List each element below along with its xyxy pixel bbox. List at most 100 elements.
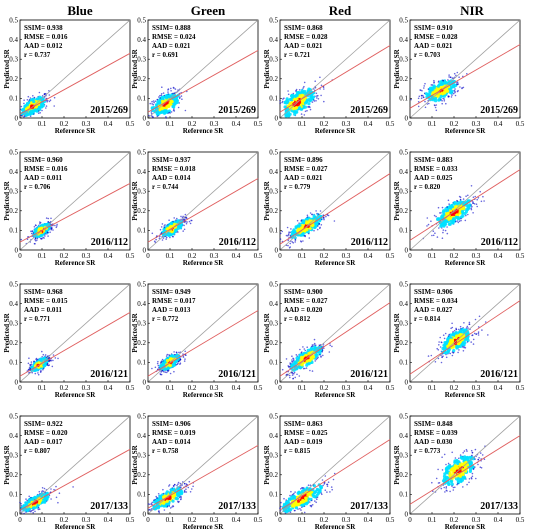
data-point <box>158 237 161 240</box>
data-point <box>173 92 175 95</box>
data-point <box>287 244 289 247</box>
y-tick-label: 0.4 <box>269 432 278 440</box>
x-tick-label: 0 <box>146 516 150 524</box>
data-point <box>169 99 174 104</box>
x-tick-label: 0.5 <box>386 252 395 260</box>
data-point <box>36 358 39 361</box>
stat-line: SSIM= 0.896 <box>284 156 323 164</box>
data-point <box>157 493 160 495</box>
x-tick-label: 0.3 <box>82 252 91 260</box>
y-tick-label: 0.1 <box>9 227 18 235</box>
data-point <box>440 212 442 214</box>
data-point <box>302 240 304 242</box>
stat-line: SSIM= 0.960 <box>24 156 63 164</box>
data-point <box>313 342 316 345</box>
x-tick-label: 0.1 <box>428 252 437 260</box>
x-axis-label: Reference SR <box>445 391 486 399</box>
stat-line: AAD = 0.021 <box>284 174 323 182</box>
data-point <box>167 93 169 95</box>
data-point <box>417 101 420 103</box>
y-tick-label: 0 <box>275 510 279 518</box>
data-point <box>41 487 44 489</box>
data-point <box>151 100 153 103</box>
data-point <box>49 231 51 233</box>
data-point <box>160 371 162 373</box>
data-point <box>467 213 469 216</box>
data-point <box>453 89 456 92</box>
data-point <box>328 351 331 353</box>
data-point <box>448 471 452 475</box>
y-tick-label: 0.5 <box>137 280 146 288</box>
data-point <box>52 229 54 231</box>
data-point <box>456 220 459 222</box>
data-point <box>174 496 178 500</box>
data-point <box>477 331 480 333</box>
data-point <box>304 497 308 501</box>
data-point <box>166 353 169 356</box>
data-point <box>441 469 444 471</box>
data-point <box>168 111 171 114</box>
data-point <box>320 355 322 358</box>
data-point <box>311 504 314 506</box>
data-point <box>454 204 458 208</box>
data-point <box>187 486 190 489</box>
stat-line: RMSE = 0.019 <box>152 429 196 437</box>
data-point <box>320 224 323 226</box>
data-point <box>304 110 307 113</box>
panel-green-2017-133: 0 0.1 0.2 0.3 0.4 0.500.10.20.30.40.5Referenc… <box>131 412 263 531</box>
data-point <box>28 368 31 370</box>
data-point <box>291 355 293 358</box>
data-point <box>448 342 452 346</box>
y-tick-label: 0.5 <box>9 412 18 420</box>
column-title-blue: Blue <box>67 3 93 18</box>
data-point <box>304 349 307 352</box>
data-point <box>322 354 324 357</box>
data-point <box>470 204 473 206</box>
data-point <box>148 114 150 117</box>
y-tick-label: 0.4 <box>9 36 18 44</box>
stat-line: r = 0.772 <box>152 315 179 323</box>
data-point <box>329 491 331 493</box>
data-point <box>454 94 457 97</box>
data-point <box>458 76 460 78</box>
stat-line: RMSE = 0.033 <box>414 165 458 173</box>
data-point <box>167 369 170 372</box>
data-point <box>451 322 453 325</box>
data-point <box>55 226 58 229</box>
data-point <box>311 101 314 103</box>
data-point <box>462 75 464 78</box>
data-point <box>155 238 157 241</box>
data-point <box>42 368 44 371</box>
data-point <box>314 500 316 502</box>
data-point <box>160 232 163 234</box>
data-point <box>279 507 281 509</box>
data-point <box>296 229 300 233</box>
data-point <box>31 230 34 232</box>
data-point <box>172 505 174 507</box>
data-point <box>470 476 473 479</box>
x-tick-label: 0.5 <box>254 252 263 260</box>
data-point <box>38 490 41 493</box>
data-point <box>28 357 30 360</box>
y-axis-label: Predicted SR <box>3 312 11 352</box>
data-point <box>438 482 441 484</box>
data-point <box>170 87 172 90</box>
column-title-nir: NIR <box>460 3 484 18</box>
data-point <box>458 474 462 478</box>
data-point <box>471 454 473 457</box>
data-point <box>477 197 480 199</box>
data-point <box>172 235 174 238</box>
data-point <box>34 510 36 513</box>
data-point <box>323 88 325 90</box>
data-point <box>454 331 458 335</box>
data-point <box>462 486 464 488</box>
data-point <box>421 90 423 92</box>
data-point <box>164 371 167 374</box>
data-point <box>26 99 29 101</box>
data-point <box>283 101 287 105</box>
data-point <box>57 501 59 504</box>
stat-line: RMSE = 0.028 <box>414 33 458 41</box>
data-point <box>326 214 329 216</box>
data-point <box>458 220 461 222</box>
data-point <box>50 498 52 500</box>
